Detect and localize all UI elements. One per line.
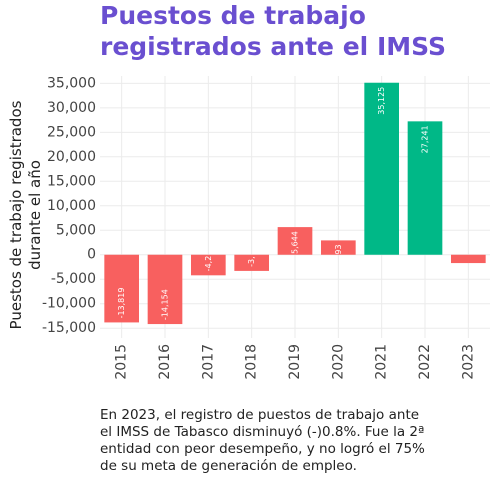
x-tick-group: 2020 [330,344,346,380]
x-tick-group: 2017 [200,344,216,380]
y-tick-label: 10,000 [47,198,96,214]
x-tick-label: 2019 [287,344,303,380]
value-label-group: -3, [247,256,256,267]
chart-title: Puestos de trabajo registrados ante el I… [100,1,447,61]
x-tick-label: 2016 [157,344,173,380]
x-tick-label: 2022 [417,344,433,380]
y-tick-label: 5,000 [56,222,96,238]
bar [104,254,139,323]
x-tick-label: 2023 [460,344,476,380]
value-label: -4,2 [204,256,213,272]
y-tick-label: 35,000 [47,75,96,91]
x-tick-label: 2018 [244,344,260,380]
x-tick-label: 2015 [114,344,130,380]
value-label-group: -14,154 [161,289,170,320]
note: En 2023, el registro de puestos de traba… [100,407,425,474]
value-label-group: -4,2 [204,256,213,272]
value-label: 93 [334,244,343,254]
bar [321,240,356,255]
y-tick-label: -5,000 [51,271,96,287]
y-axis-title: Puestos de trabajo registradosdurante el… [7,100,44,329]
x-tick-group: 2018 [244,344,260,380]
y-tick-label: -10,000 [42,296,96,312]
x-tick-group: 2015 [114,344,130,380]
y-axis-title-text: Puestos de trabajo registradosdurante el… [7,100,44,329]
value-label-group: 35,125 [377,87,386,115]
x-tick-group: 2019 [287,344,303,380]
x-tick-group: 2023 [460,344,476,380]
x-tick-label: 2021 [374,344,390,380]
x-tick-label: 2017 [200,344,216,380]
value-label: 35,125 [377,87,386,115]
value-label: -3, [247,256,256,267]
bar [277,227,313,255]
x-tick-label: 2020 [330,344,346,380]
y-tick-label: 25,000 [47,124,96,140]
y-tick-label: 30,000 [47,100,96,116]
value-label: -13,819 [117,288,126,319]
value-label-group: 5,644 [291,231,300,254]
x-tick-group: 2021 [374,344,390,380]
y-tick-label: 15,000 [47,173,96,189]
bar [451,254,486,264]
bar [147,254,183,325]
y-tick-label: 0 [87,247,96,263]
x-tick-group: 2022 [417,344,433,380]
y-tick-label: -15,000 [42,320,96,336]
bar [191,254,226,276]
value-label-group: -13,819 [117,288,126,319]
y-tick-label: 20,000 [47,149,96,165]
bar [234,254,269,271]
value-label-group: 27,241 [421,125,430,153]
bar [364,82,399,255]
value-label: -14,154 [161,289,170,320]
value-label: 27,241 [421,125,430,153]
bar [407,121,443,255]
value-label-group: 93 [334,244,343,254]
x-tick-group: 2016 [157,344,173,380]
value-label: 5,644 [291,231,300,254]
